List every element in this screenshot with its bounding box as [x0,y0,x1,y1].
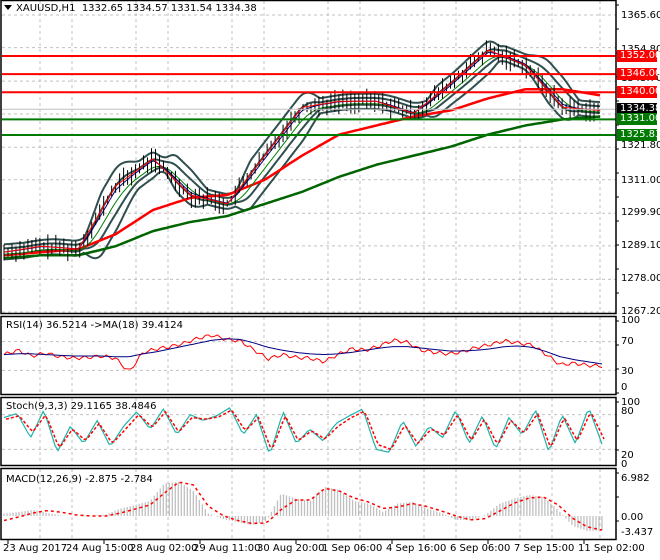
time-tick: 6 Sep 06:00 [450,543,511,554]
dropdown-triangle-icon[interactable] [4,5,12,10]
symbol-label: XAUUSD,H1 [16,3,76,14]
price-level-tag: 1352.00 [617,50,660,62]
macd-tick: -3.437 [621,527,654,538]
time-tick: 1 Sep 06:00 [322,543,383,554]
macd-tick: 0.00 [621,512,644,523]
time-tick: 24 Aug 15:00 [66,543,134,554]
time-tick: 30 Aug 20:00 [257,543,325,554]
price-level-tag: 1331.00 [617,113,660,125]
time-tick: 7 Sep 15:00 [514,543,575,554]
time-tick: 23 Aug 2017 [3,543,68,554]
stoch-tick: 100 [621,397,641,408]
price-tick: 1289.10 [621,240,660,251]
time-tick: 11 Sep 02:00 [578,543,645,554]
macd-label: MACD(12,26,9) -2.875 -2.784 [6,474,153,485]
rsi-tick: 100 [621,315,641,326]
time-tick: 29 Aug 11:00 [193,543,261,554]
macd-tick: 6.982 [621,473,650,484]
price-tick: 1354.80 [621,44,660,56]
rsi-tick: 70 [621,336,634,347]
stoch-label: Stoch(9,3,3) 29.1165 38.4846 [6,401,157,412]
price-level-tag: 1346.00 [617,68,660,80]
ohlc-values: 1332.65 1334.57 1331.54 1334.38 [81,3,257,14]
price-tick: 1311.00 [621,175,660,186]
time-tick: 28 Aug 02:00 [130,543,198,554]
stoch-tick: 0 [621,459,628,470]
price-tick: 1321.80 [621,140,660,151]
price-level-tag: 1325.83 [617,129,660,141]
rsi-tick: 30 [621,366,634,377]
price-level-tag: 1334.38 [617,103,660,115]
price-tick: 1365.60 [621,10,660,21]
stoch-tick: 20 [621,450,634,461]
rsi-tick: 0 [621,382,628,393]
price-level-tag: 1340.00 [617,86,660,98]
stoch-tick: 80 [621,406,634,417]
chart-title: XAUUSD,H1 1332.65 1334.57 1331.54 1334.3… [4,3,257,15]
rsi-label: RSI(14) 36.5214 ->MA(18) 39.4124 [6,320,183,331]
time-tick: 4 Sep 16:00 [386,543,447,554]
price-tick: 1278.00 [621,273,660,284]
price-tick: 1267.20 [621,306,660,317]
price-tick: 1299.90 [621,207,660,218]
